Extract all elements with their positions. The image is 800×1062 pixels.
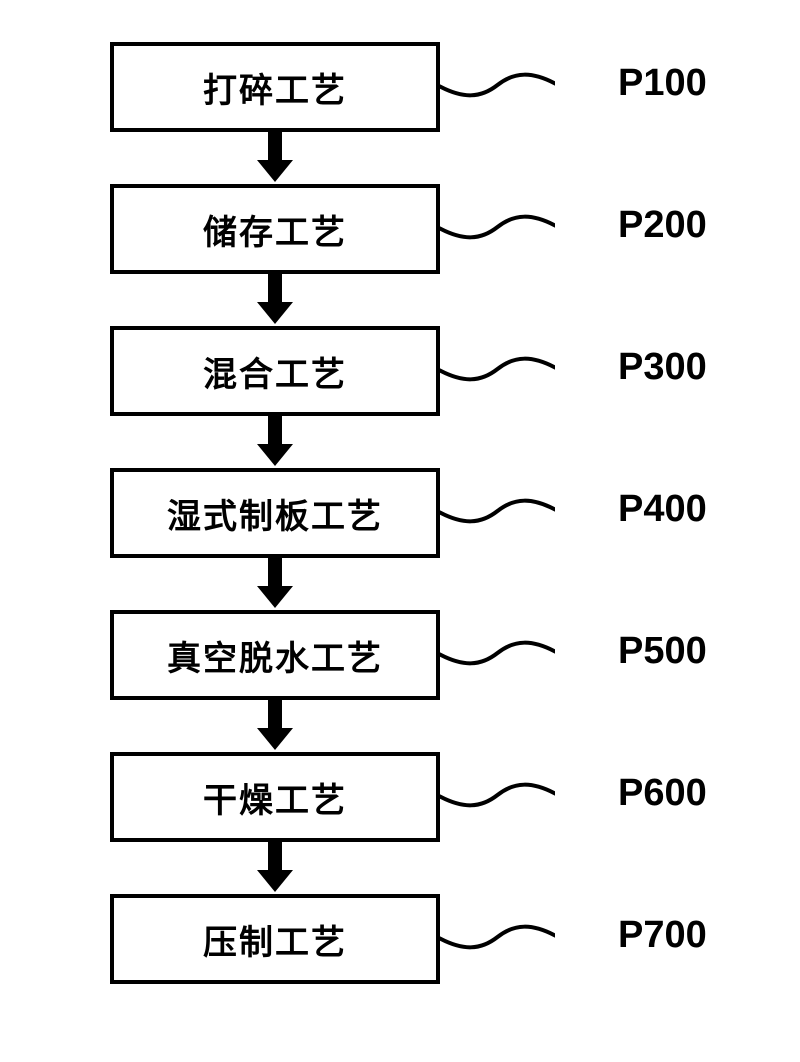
flow-arrow-down-icon — [257, 700, 293, 750]
arrow-shaft — [268, 132, 282, 160]
process-step-box: 混合工艺 — [110, 326, 440, 416]
process-step-label: P400 — [618, 488, 707, 531]
arrow-shaft — [268, 700, 282, 728]
process-step-text: 真空脱水工艺 — [167, 631, 383, 680]
process-step-box: 干燥工艺 — [110, 752, 440, 842]
process-step-text: 储存工艺 — [203, 205, 347, 254]
connector-squiggle-icon — [440, 638, 555, 668]
flow-arrow-down-icon — [257, 132, 293, 182]
arrow-head — [257, 586, 293, 608]
process-step-text: 打碎工艺 — [203, 63, 347, 112]
flow-arrow-down-icon — [257, 842, 293, 892]
arrow-head — [257, 870, 293, 892]
arrow-head — [257, 728, 293, 750]
process-step-text: 混合工艺 — [203, 347, 347, 396]
connector-squiggle-icon — [440, 212, 555, 242]
process-step-box: 打碎工艺 — [110, 42, 440, 132]
flowchart-canvas: 打碎工艺 P100 储存工艺 P200 混合工艺 P300 湿式制板工艺 P400 真空脱水工艺… — [0, 0, 800, 1062]
connector-squiggle-icon — [440, 354, 555, 384]
process-step-text: 压制工艺 — [203, 915, 347, 964]
arrow-head — [257, 160, 293, 182]
arrow-shaft — [268, 274, 282, 302]
process-step-label: P500 — [618, 630, 707, 673]
arrow-head — [257, 444, 293, 466]
arrow-shaft — [268, 842, 282, 870]
process-step-box: 储存工艺 — [110, 184, 440, 274]
process-step-label: P300 — [618, 346, 707, 389]
flow-arrow-down-icon — [257, 558, 293, 608]
connector-squiggle-icon — [440, 922, 555, 952]
arrow-head — [257, 302, 293, 324]
arrow-shaft — [268, 416, 282, 444]
connector-squiggle-icon — [440, 70, 555, 100]
connector-squiggle-icon — [440, 496, 555, 526]
process-step-label: P100 — [618, 62, 707, 105]
process-step-text: 干燥工艺 — [203, 773, 347, 822]
process-step-box: 真空脱水工艺 — [110, 610, 440, 700]
flow-arrow-down-icon — [257, 274, 293, 324]
flow-arrow-down-icon — [257, 416, 293, 466]
process-step-label: P600 — [618, 772, 707, 815]
process-step-label: P200 — [618, 204, 707, 247]
connector-squiggle-icon — [440, 780, 555, 810]
arrow-shaft — [268, 558, 282, 586]
process-step-box: 压制工艺 — [110, 894, 440, 984]
process-step-box: 湿式制板工艺 — [110, 468, 440, 558]
process-step-label: P700 — [618, 914, 707, 957]
process-step-text: 湿式制板工艺 — [167, 489, 383, 538]
